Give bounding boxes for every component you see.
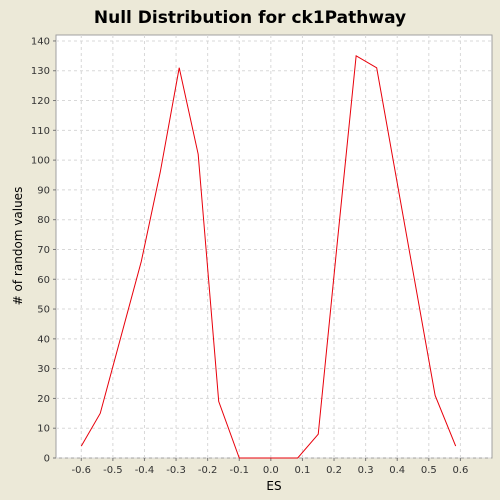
y-tick-label: 130	[31, 66, 50, 77]
x-tick-label: -0.3	[166, 465, 186, 476]
axes: 0 10 20 30 40 50 60 70 80 90 100 110 120 130 140 -0.6 -0…	[31, 36, 468, 476]
y-tick-label: 0	[44, 454, 50, 465]
x-axis-label: ES	[266, 479, 281, 493]
series-line	[80, 55, 457, 459]
x-tick-label: 0.4	[389, 465, 405, 476]
x-tick-label: -0.1	[229, 465, 249, 476]
y-tick-label: 60	[37, 275, 50, 286]
x-tick-label: -0.6	[72, 465, 92, 476]
x-tick-label: 0.6	[452, 465, 468, 476]
chart-title: Null Distribution for ck1Pathway	[94, 8, 406, 28]
plot-area	[55, 34, 493, 459]
x-tick-label: -0.4	[135, 465, 155, 476]
y-tick-label: 80	[37, 215, 50, 226]
y-tick-label: 30	[37, 364, 50, 375]
grid	[56, 35, 492, 459]
y-tick-label: 70	[37, 245, 50, 256]
y-tick-label: 110	[31, 126, 50, 137]
x-tick-label: 0.0	[263, 465, 279, 476]
y-tick-label: 20	[37, 394, 50, 405]
y-tick-label: 50	[37, 305, 50, 316]
x-tick-label: -0.5	[103, 465, 123, 476]
x-tick-label: 0.1	[294, 465, 310, 476]
y-tick-label: 100	[31, 156, 50, 167]
y-tick-label: 120	[31, 96, 50, 107]
x-tick-label: -0.2	[198, 465, 218, 476]
x-tick-label: 0.2	[326, 465, 342, 476]
y-tick-label: 40	[37, 334, 50, 345]
x-tick-label: 0.3	[358, 465, 374, 476]
y-tick-label: 90	[37, 185, 50, 196]
y-tick-label: 140	[31, 36, 50, 47]
y-tick-label: 10	[37, 424, 50, 435]
x-tick-label: 0.5	[421, 465, 437, 476]
y-axis-label: # of random values	[11, 187, 25, 306]
series-layer	[80, 55, 457, 459]
